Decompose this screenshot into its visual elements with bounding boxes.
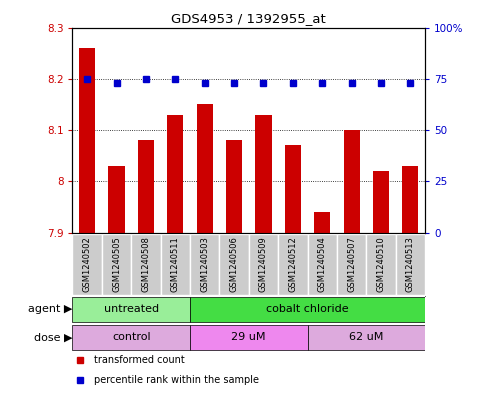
Bar [285,145,301,233]
Bar [278,234,308,295]
Text: GSM1240513: GSM1240513 [406,236,415,292]
Bar [160,234,190,295]
Text: control: control [112,332,151,342]
Bar [72,234,102,295]
Bar [72,325,190,351]
Text: dose ▶: dose ▶ [34,332,72,342]
Bar [226,140,242,233]
Bar [79,48,95,233]
Bar [197,105,213,233]
Text: GSM1240508: GSM1240508 [142,236,150,292]
Bar [190,297,425,322]
Bar [72,297,190,322]
Bar [109,166,125,233]
Bar [402,166,418,233]
Bar [190,234,219,295]
Bar [138,140,154,233]
Bar [131,234,160,295]
Bar [396,234,425,295]
Text: GSM1240506: GSM1240506 [229,236,239,292]
Text: agent ▶: agent ▶ [28,304,72,314]
Text: GSM1240503: GSM1240503 [200,236,209,292]
Bar [102,234,131,295]
Text: GSM1240504: GSM1240504 [318,236,327,292]
Bar [249,234,278,295]
Bar [190,325,308,351]
Text: GSM1240511: GSM1240511 [171,236,180,292]
Bar [373,171,389,233]
Bar [308,234,337,295]
Text: 29 uM: 29 uM [231,332,266,342]
Text: untreated: untreated [104,304,159,314]
Bar [343,130,360,233]
Text: GSM1240510: GSM1240510 [376,236,385,292]
Bar [308,325,425,351]
Text: percentile rank within the sample: percentile rank within the sample [94,375,258,385]
Title: GDS4953 / 1392955_at: GDS4953 / 1392955_at [171,12,326,25]
Bar [337,234,366,295]
Text: GSM1240509: GSM1240509 [259,236,268,292]
Text: 62 uM: 62 uM [349,332,384,342]
Bar [167,115,184,233]
Text: cobalt chloride: cobalt chloride [266,304,349,314]
Text: GSM1240512: GSM1240512 [288,236,298,292]
Text: GSM1240505: GSM1240505 [112,236,121,292]
Bar [219,234,249,295]
Bar [314,212,330,233]
Text: GSM1240502: GSM1240502 [83,236,92,292]
Text: GSM1240507: GSM1240507 [347,236,356,292]
Text: transformed count: transformed count [94,355,185,365]
Bar [366,234,396,295]
Bar [256,115,271,233]
